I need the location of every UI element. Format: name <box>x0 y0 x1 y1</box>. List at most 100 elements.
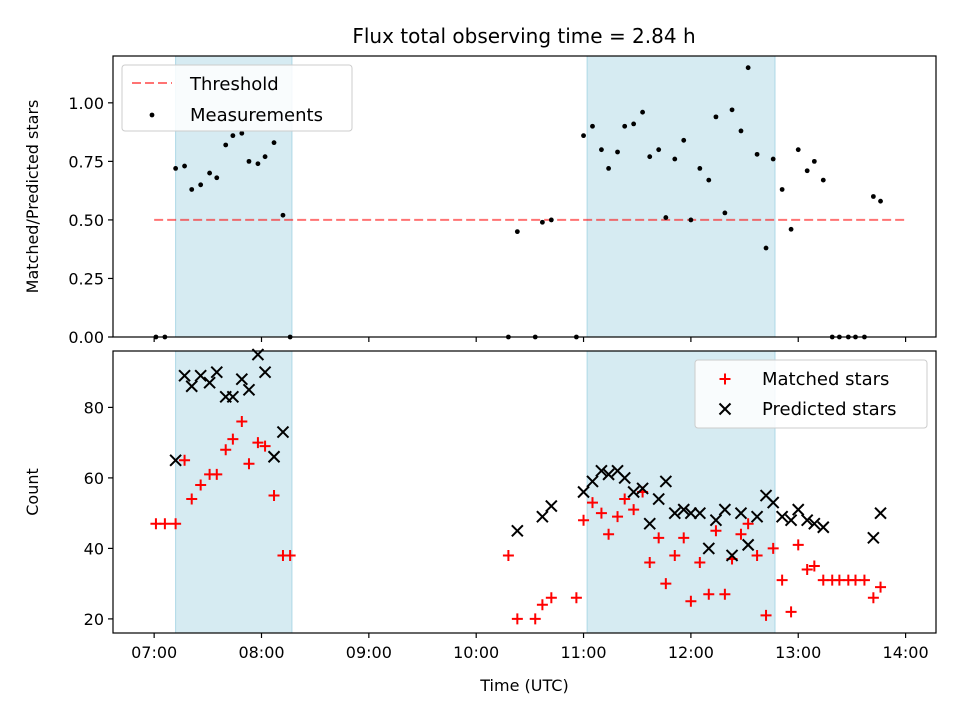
matched-star-point <box>792 539 804 551</box>
predicted-star-point <box>226 390 240 404</box>
matched-star-point <box>502 549 514 561</box>
measurement-point <box>230 133 236 139</box>
matched-star-point <box>211 468 223 480</box>
predicted-star-point <box>545 499 558 513</box>
measurement-point <box>697 166 703 171</box>
matched-star-point <box>801 564 813 576</box>
measurement-point <box>615 149 620 155</box>
legend-predicted-label: Predicted stars <box>762 399 896 420</box>
predicted-star-point <box>725 549 739 562</box>
matched-star-point <box>595 507 607 519</box>
matched-star-point <box>619 493 631 505</box>
y-tick-label: 0.25 <box>68 269 104 288</box>
x-tick-label: 12:00 <box>668 643 714 662</box>
measurement-point <box>763 245 769 251</box>
matched-star-point <box>858 574 870 586</box>
predicted-star-point <box>586 475 599 488</box>
predicted-star-point <box>511 524 524 537</box>
matched-star-point <box>678 532 690 544</box>
top-panel: 0.00 0.25 0.50 0.75 1.00 Matched/Predicted st… <box>23 55 937 347</box>
matched-star-point <box>710 525 722 537</box>
x-tick-label: 11:00 <box>560 643 606 662</box>
matched-star-point <box>760 609 772 621</box>
predicted-star-point <box>792 503 805 516</box>
matched-star-point <box>875 581 887 593</box>
measurement-point <box>745 65 751 71</box>
y-tick-label: 40 <box>84 539 104 558</box>
legend-measurement-label: Measurements <box>190 105 323 126</box>
measurement-point <box>820 177 826 183</box>
matched-star-point <box>236 416 248 427</box>
y-tick-label: 0.50 <box>68 211 104 230</box>
matched-star-point <box>612 511 624 523</box>
matched-star-point <box>186 493 198 505</box>
legend-measurement-swatch <box>149 112 155 118</box>
measurement-point <box>207 170 213 176</box>
matched-star-point <box>767 542 779 554</box>
matched-star-point <box>511 613 523 625</box>
measurement-point <box>581 133 586 139</box>
predicted-star-point <box>258 365 272 379</box>
measurement-point <box>255 161 261 167</box>
predicted-star-point <box>784 513 798 527</box>
predicted-star-point <box>817 521 830 534</box>
legend-box <box>121 64 353 132</box>
measurement-point <box>548 217 554 223</box>
legend-threshold-label: Threshold <box>189 74 279 95</box>
x-tick-label: 09:00 <box>346 643 392 662</box>
matched-star-point <box>243 458 255 470</box>
predicted-star-point <box>652 492 665 506</box>
y-axis-label: Count <box>23 468 42 516</box>
predicted-star-point <box>618 471 631 485</box>
measurement-point <box>246 158 252 164</box>
measurement-point <box>770 156 776 162</box>
matched-star-point <box>660 578 672 590</box>
measurement-point <box>738 128 744 134</box>
x-tick-label: 07:00 <box>131 643 177 662</box>
x-tick-label: 13:00 <box>775 643 821 662</box>
matched-star-point <box>628 504 640 516</box>
measurement-point <box>631 121 637 127</box>
x-tick-label: 08:00 <box>238 643 284 662</box>
matched-star-point <box>284 549 296 561</box>
measurement-point <box>198 182 204 188</box>
measurement-point <box>622 123 628 129</box>
plot-frame <box>112 350 937 634</box>
matched-star-point <box>159 518 171 530</box>
y-tick-label: 20 <box>84 610 104 629</box>
matched-star-point <box>227 433 239 445</box>
measurement-point <box>606 166 611 171</box>
predicted-star-point <box>709 513 723 527</box>
legend-predicted-swatch <box>718 402 732 416</box>
predicted-star-point <box>627 485 640 499</box>
matched-star-point <box>268 490 280 502</box>
y-axis-label: Matched/Predicted stars <box>23 100 42 294</box>
predicted-star-point <box>602 468 615 481</box>
matched-star-point <box>742 518 754 530</box>
matched-star-point <box>586 497 598 509</box>
measurement-point <box>754 151 760 157</box>
measurement-point <box>688 217 694 223</box>
matched-star-point <box>220 444 232 456</box>
measurement-point <box>214 175 220 181</box>
measurement-point <box>271 140 277 146</box>
predicted-star-point <box>194 369 207 382</box>
matched-star-point <box>578 514 590 526</box>
predicted-star-point <box>242 383 256 396</box>
matched-star-point <box>776 574 788 586</box>
x-tick-label: 14:00 <box>883 643 929 662</box>
measurement-point <box>239 130 245 136</box>
measurement-point <box>647 154 653 160</box>
matched-star-point <box>252 437 264 449</box>
measurement-point <box>729 107 735 113</box>
bottom-panel: 20 40 60 80 07:00 08:00 09:00 10:00 11:00 12:00 13… <box>23 348 937 695</box>
y-tick-label: 0.00 <box>68 328 104 347</box>
predicted-star-point <box>276 425 290 439</box>
predicted-star-point <box>185 380 198 393</box>
y-tick-label: 60 <box>84 469 104 488</box>
matched-star-point <box>529 613 541 625</box>
measurement-point <box>706 177 712 183</box>
matched-star-point <box>694 557 706 568</box>
matched-star-point <box>259 440 271 452</box>
